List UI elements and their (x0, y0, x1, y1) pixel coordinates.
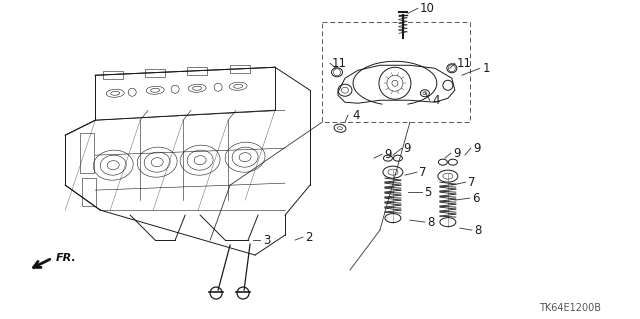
Text: 4: 4 (432, 94, 440, 107)
Text: 9: 9 (403, 142, 410, 155)
Text: 1: 1 (483, 62, 490, 75)
Text: 4: 4 (352, 109, 360, 122)
Bar (187, 67, 207, 75)
Bar (83, 178, 96, 206)
Text: TK64E1200B: TK64E1200B (539, 303, 601, 313)
Text: FR.: FR. (55, 253, 76, 263)
Text: 6: 6 (472, 192, 479, 204)
Text: 7: 7 (419, 166, 426, 179)
Text: 7: 7 (468, 176, 476, 189)
Bar (230, 65, 250, 73)
Text: 8: 8 (474, 224, 481, 237)
Text: 10: 10 (420, 2, 435, 15)
Bar (322, 22, 470, 122)
Text: 8: 8 (427, 216, 435, 229)
Text: 11: 11 (332, 57, 347, 70)
Text: 3: 3 (263, 234, 271, 247)
Text: 2: 2 (305, 231, 312, 244)
Text: 11: 11 (457, 57, 472, 70)
Text: 5: 5 (424, 186, 431, 199)
Text: 9: 9 (473, 142, 481, 155)
Text: 9: 9 (384, 148, 392, 161)
Bar (145, 69, 165, 77)
Text: 9: 9 (453, 147, 460, 160)
Bar (80, 133, 94, 173)
Bar (103, 71, 124, 79)
